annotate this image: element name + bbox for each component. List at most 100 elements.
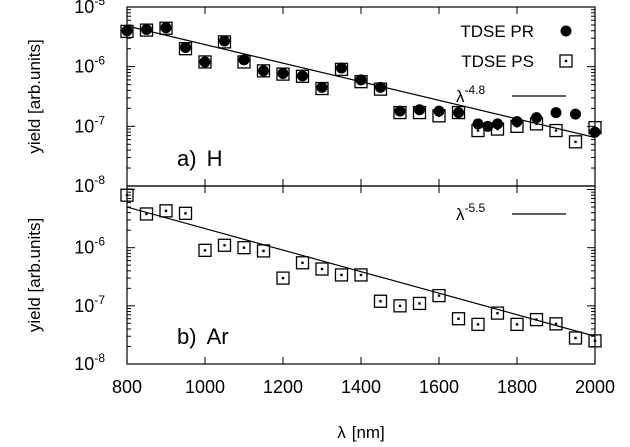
x-tick-label: 800 bbox=[112, 377, 142, 397]
data-point bbox=[217, 35, 232, 49]
data-point-center bbox=[515, 125, 519, 128]
data-point bbox=[120, 188, 134, 202]
data-point bbox=[492, 118, 503, 130]
data-point bbox=[568, 135, 583, 149]
data-point-center bbox=[203, 60, 207, 64]
data-point bbox=[550, 107, 562, 119]
legend-marker-circle bbox=[560, 25, 572, 37]
data-point bbox=[355, 74, 367, 86]
data-point-center bbox=[535, 318, 538, 321]
data-point-center bbox=[320, 87, 324, 90]
data-point-center bbox=[574, 336, 577, 340]
data-point-center bbox=[340, 68, 343, 71]
data-point-center bbox=[223, 244, 226, 247]
x-tick-label: 1400 bbox=[341, 377, 381, 397]
y-tick-label: 10-5 bbox=[74, 0, 105, 17]
data-point bbox=[373, 294, 388, 308]
data-point-center bbox=[515, 323, 519, 326]
data-point bbox=[451, 312, 466, 326]
data-point bbox=[375, 81, 386, 93]
y-tick-label: 10-7 bbox=[74, 293, 105, 316]
data-point bbox=[295, 69, 310, 83]
y-tick-label: 10-6 bbox=[74, 235, 105, 258]
data-point bbox=[482, 120, 494, 132]
data-point bbox=[295, 256, 310, 270]
data-point bbox=[490, 122, 505, 136]
data-point bbox=[472, 118, 484, 130]
data-point-center bbox=[242, 246, 246, 249]
data-point bbox=[120, 24, 134, 39]
y-tick-label: 10-6 bbox=[74, 54, 105, 77]
data-point-center bbox=[340, 273, 343, 277]
data-point bbox=[373, 82, 388, 96]
data-point bbox=[529, 117, 544, 131]
data-point-center bbox=[203, 249, 207, 252]
data-point bbox=[354, 268, 368, 282]
data-point bbox=[238, 54, 250, 66]
data-point-center bbox=[574, 140, 577, 144]
data-point bbox=[237, 241, 251, 255]
x-axis: 800 1000 1200 1400 1600 1800 2000 λ [nm] bbox=[112, 377, 615, 442]
data-point-center bbox=[281, 276, 285, 280]
x-tick-label: 2000 bbox=[575, 377, 615, 397]
panel-b-argon: 10-6 10-7 10-8 yield [arb.units] λ-5.5 b) Ar bbox=[25, 185, 602, 374]
data-point-center bbox=[281, 72, 285, 76]
panel-label: a) H bbox=[177, 146, 222, 171]
data-point bbox=[394, 105, 406, 117]
data-point bbox=[511, 116, 523, 128]
x-tick-label: 1800 bbox=[497, 377, 537, 397]
data-point-center bbox=[593, 339, 597, 343]
x-tick-label: 1000 bbox=[185, 377, 225, 397]
data-point-center bbox=[457, 111, 460, 114]
y-axis-label: yield [arb.units] bbox=[25, 218, 44, 332]
data-point-center bbox=[359, 273, 363, 277]
data-point bbox=[139, 23, 154, 37]
data-point-center bbox=[301, 75, 304, 78]
data-point bbox=[432, 109, 446, 123]
data-point-center bbox=[320, 267, 324, 271]
data-point bbox=[412, 105, 427, 120]
data-point-center bbox=[145, 212, 148, 216]
data-point bbox=[588, 121, 602, 135]
data-point-center bbox=[398, 304, 402, 308]
panel-a-hydrogen: 10-5 10-6 10-7 10-8 yield [arb.units] λ-4.8 a)… bbox=[25, 0, 602, 196]
data-point bbox=[451, 105, 466, 120]
data-point bbox=[159, 204, 173, 218]
data-point-center bbox=[554, 129, 558, 132]
data-point-center bbox=[125, 30, 129, 33]
y-tick-label: 10-8 bbox=[74, 173, 105, 196]
data-point-center bbox=[301, 261, 304, 264]
y-axis-label: yield [arb.units] bbox=[25, 39, 44, 153]
panel-label: b) Ar bbox=[177, 324, 229, 349]
data-point bbox=[256, 244, 271, 258]
data-point-center bbox=[437, 114, 441, 118]
data-point bbox=[159, 21, 173, 35]
data-point-center bbox=[418, 111, 421, 114]
data-point bbox=[334, 62, 349, 77]
data-point bbox=[393, 105, 407, 120]
legend-label: TDSE PS bbox=[461, 52, 534, 71]
data-point bbox=[139, 207, 154, 221]
data-point bbox=[490, 306, 505, 320]
data-point-center bbox=[379, 87, 382, 91]
fit-label: λ-5.5 bbox=[456, 201, 486, 224]
data-point bbox=[336, 62, 347, 74]
data-point bbox=[588, 334, 602, 348]
y-tick-label: 10-7 bbox=[74, 113, 105, 136]
data-point bbox=[432, 288, 446, 303]
x-axis-label: λ [nm] bbox=[337, 423, 385, 442]
data-point-center bbox=[535, 122, 538, 126]
data-point-center bbox=[262, 69, 265, 73]
data-point-center bbox=[457, 317, 460, 320]
data-point bbox=[315, 81, 329, 96]
data-point bbox=[276, 67, 290, 81]
data-point-center bbox=[496, 311, 499, 315]
data-point bbox=[354, 75, 368, 89]
data-point bbox=[529, 312, 544, 327]
data-point bbox=[276, 271, 290, 285]
data-point-center bbox=[593, 126, 597, 129]
data-point bbox=[471, 123, 485, 138]
data-point-center bbox=[262, 249, 265, 253]
fit-line bbox=[126, 206, 596, 337]
data-point-center bbox=[398, 111, 402, 114]
